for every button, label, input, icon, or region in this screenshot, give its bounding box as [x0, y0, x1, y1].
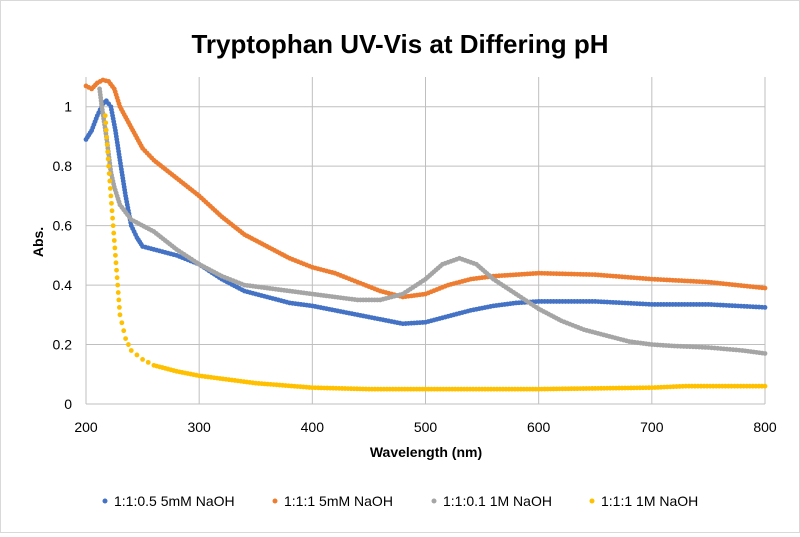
series-1 — [83, 98, 768, 327]
data-point — [114, 267, 119, 273]
data-point — [116, 304, 122, 310]
data-point — [107, 178, 113, 184]
data-point — [762, 383, 768, 389]
legend: 1:1:0.5 5mM NaOH 1:1:1 5mM NaOH 1:1:0.1 1M… — [102, 493, 698, 509]
legend-label: 1:1:1 5mM NaOH — [284, 493, 393, 509]
x-tick-label: 600 — [527, 419, 551, 435]
data-point — [762, 351, 768, 356]
y-tick-label: 1 — [64, 99, 72, 115]
gridlines — [85, 77, 766, 405]
data-point — [117, 312, 123, 318]
legend-marker — [431, 498, 437, 504]
data-point — [110, 215, 115, 221]
legend-marker — [589, 498, 595, 504]
data-point — [108, 193, 114, 199]
data-point — [112, 245, 118, 251]
y-tick-label: 0.6 — [53, 218, 73, 234]
y-tick-label: 0.2 — [53, 337, 73, 353]
y-axis-title: Abs. — [30, 227, 46, 257]
data-point — [762, 304, 768, 310]
data-point — [145, 359, 151, 365]
legend-label: 1:1:0.5 5mM NaOH — [114, 493, 235, 509]
data-point — [119, 320, 125, 326]
data-point — [762, 285, 768, 291]
x-tick-label: 500 — [414, 419, 438, 435]
data-point — [110, 223, 116, 229]
series-layer — [83, 77, 768, 392]
data-point — [109, 208, 115, 214]
data-point — [115, 290, 121, 295]
data-point — [106, 163, 112, 169]
data-point — [111, 230, 117, 236]
chart-title: Tryptophan UV-Vis at Differing pH — [191, 29, 608, 59]
x-tick-label: 400 — [301, 419, 325, 435]
x-tick-label: 300 — [187, 419, 211, 435]
data-point — [104, 134, 110, 140]
data-point — [111, 238, 117, 243]
data-point — [123, 336, 129, 341]
series-3 — [97, 86, 768, 356]
legend-marker — [272, 498, 278, 504]
data-point — [105, 156, 111, 162]
data-point — [114, 275, 120, 281]
data-point — [107, 186, 113, 191]
data-point — [103, 120, 109, 126]
legend-label: 1:1:0.1 1M NaOH — [443, 493, 552, 509]
data-point — [113, 252, 118, 258]
tick-labels: 0 0.2 0.4 0.6 0.8 1 200 300 400 500 600 700 800 — [53, 99, 777, 435]
series-4 — [102, 113, 768, 392]
data-point — [106, 171, 112, 177]
legend-label: 1:1:1 1M NaOH — [601, 493, 698, 509]
y-tick-label: 0.8 — [53, 158, 73, 174]
series-2 — [83, 77, 768, 300]
legend-marker — [102, 498, 108, 504]
x-tick-label: 800 — [753, 419, 777, 435]
data-point — [115, 282, 121, 288]
data-point — [116, 297, 122, 303]
data-point — [121, 328, 127, 334]
data-point — [128, 348, 134, 353]
data-point — [134, 352, 140, 358]
data-point — [140, 357, 145, 362]
data-point — [103, 127, 109, 133]
data-point — [104, 142, 110, 147]
y-tick-label: 0.4 — [53, 277, 73, 293]
data-point — [109, 200, 114, 206]
data-point — [102, 113, 108, 119]
data-point — [113, 260, 119, 266]
x-axis-title: Wavelength (nm) — [370, 444, 482, 460]
x-tick-label: 200 — [74, 419, 98, 435]
x-tick-label: 700 — [640, 419, 664, 435]
y-tick-label: 0 — [64, 396, 72, 412]
data-point — [105, 149, 111, 155]
data-point — [126, 342, 131, 347]
